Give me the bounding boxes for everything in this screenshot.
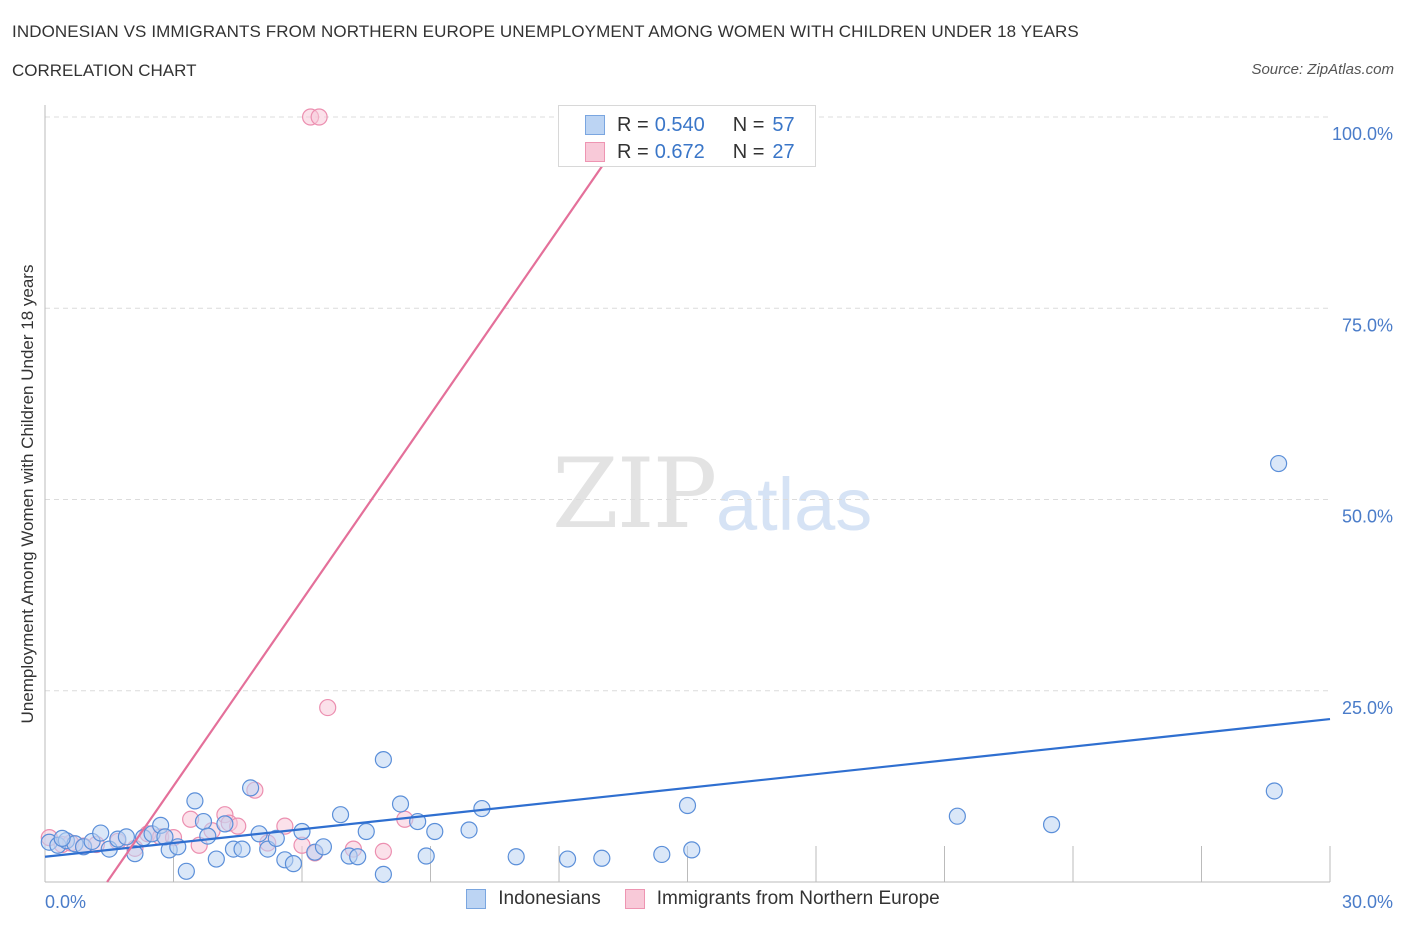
point-indonesians — [593, 849, 611, 867]
point-indonesians — [331, 806, 350, 824]
data-points — [40, 108, 1288, 883]
point-indonesians — [507, 848, 525, 866]
watermark-atlas: atlas — [716, 463, 873, 546]
series-swatch-northern-europe — [624, 889, 645, 909]
point-indonesians — [391, 795, 410, 813]
y-tick-label: 100.0% — [1332, 124, 1393, 144]
legend-swatch-northern-europe — [585, 142, 605, 162]
gridlines — [45, 116, 1330, 692]
point-indonesians — [1265, 782, 1283, 800]
trendline-indonesians — [44, 717, 1331, 858]
point-indonesians — [92, 824, 110, 842]
legend-row-indonesians: R = 0.540 N = 57 — [585, 113, 795, 137]
point-indonesians — [417, 847, 435, 865]
point-indonesians — [678, 796, 697, 815]
correlation-legend: R = 0.540 N = 57 R = 0.672 N = 27 — [558, 105, 816, 167]
point-indonesians — [1269, 454, 1288, 473]
legend-n-label: N = — [732, 140, 765, 163]
point-northern-europe — [319, 698, 337, 717]
source-label: Source: ZipAtlas.com — [1251, 61, 1394, 78]
trend-lines — [44, 116, 1331, 883]
watermark-zip: ZIP — [552, 438, 717, 550]
point-indonesians — [314, 838, 333, 856]
point-indonesians — [374, 750, 392, 769]
series-legend-item-northern-europe[interactable]: Immigrants from Northern Europe — [624, 888, 940, 910]
point-indonesians — [948, 807, 966, 825]
point-northern-europe — [310, 108, 328, 126]
axes — [44, 105, 1331, 883]
point-indonesians — [216, 815, 234, 833]
point-indonesians — [1042, 816, 1061, 834]
point-indonesians — [117, 828, 135, 846]
point-indonesians — [349, 848, 367, 866]
point-indonesians — [284, 855, 303, 873]
y-tick-label: 75.0% — [1342, 315, 1393, 335]
point-indonesians — [357, 822, 375, 841]
legend-r-value: 0.672 — [654, 140, 705, 163]
series-legend: Indonesians Immigrants from Northern Eur… — [0, 888, 1406, 910]
point-indonesians — [242, 779, 260, 797]
point-indonesians — [293, 822, 311, 841]
point-indonesians — [53, 829, 71, 847]
y-axis-title: Unemployment Among Women with Children U… — [18, 265, 37, 724]
chart-subtitle: CORRELATION CHART — [12, 61, 197, 80]
point-indonesians — [460, 821, 478, 839]
point-indonesians — [653, 845, 671, 864]
series-label-northern-europe: Immigrants from Northern Europe — [656, 888, 940, 909]
series-swatch-indonesians — [466, 889, 487, 909]
legend-r-label: R = — [617, 140, 649, 163]
legend-r-value: 0.540 — [654, 113, 705, 136]
point-indonesians — [199, 827, 217, 845]
point-indonesians — [267, 829, 285, 847]
chart-title: INDONESIAN VS IMMIGRANTS FROM NORTHERN E… — [12, 22, 1079, 41]
point-indonesians — [207, 850, 225, 868]
point-indonesians — [374, 865, 392, 883]
series-label-indonesians: Indonesians — [498, 888, 601, 909]
point-indonesians — [186, 792, 204, 810]
series-legend-item-indonesians[interactable]: Indonesians — [466, 888, 601, 910]
legend-n-value: 57 — [772, 113, 795, 136]
x-tick-label-max: 30.0% — [1342, 892, 1393, 912]
tick-labels: 25.0% 50.0% 75.0% 100.0% 0.0% 30.0% Unemployme… — [18, 124, 1393, 912]
x-tick-label-min: 0.0% — [45, 892, 86, 912]
legend-swatch-indonesians — [585, 115, 605, 135]
point-indonesians — [558, 850, 577, 868]
legend-n-label: N = — [732, 113, 765, 136]
legend-n-value: 27 — [772, 140, 795, 163]
point-northern-europe — [374, 842, 392, 861]
point-indonesians — [177, 862, 195, 880]
y-tick-label: 25.0% — [1342, 698, 1393, 718]
y-tick-label: 50.0% — [1342, 507, 1393, 527]
point-indonesians — [233, 840, 251, 858]
point-indonesians — [194, 812, 213, 831]
point-indonesians — [683, 841, 701, 859]
point-indonesians — [426, 822, 444, 841]
legend-row-northern-europe: R = 0.672 N = 27 — [585, 140, 795, 164]
trendline-northern-europe — [106, 116, 638, 883]
legend-r-label: R = — [617, 113, 649, 136]
